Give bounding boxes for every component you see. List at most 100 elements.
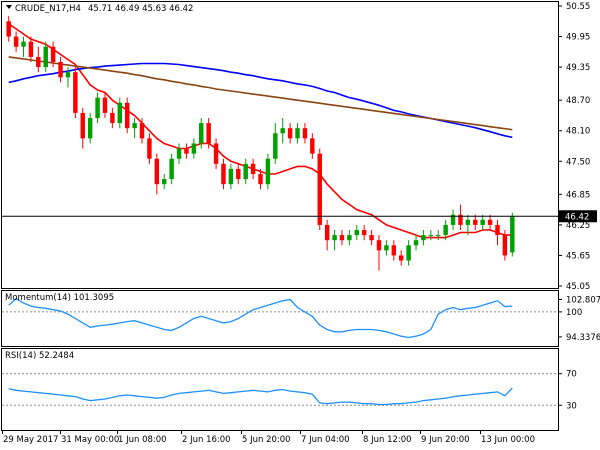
rsi-y-axis: 70 30 (2, 370, 577, 411)
candle (361, 224, 367, 241)
candle-body (495, 224, 500, 236)
candle-body (199, 123, 204, 144)
price-y-axis: 50.55 49.95 49.35 48.70 48.10 47.50 46.85 46.25… (558, 2, 590, 292)
candle-body (73, 72, 78, 113)
candle-body (391, 245, 397, 256)
candle-body (347, 235, 352, 241)
time-tick-label: 2 Jun 16:00 (182, 435, 231, 445)
candle-body (243, 163, 248, 180)
candle (295, 123, 300, 144)
candle (265, 153, 271, 190)
candle (310, 133, 315, 159)
momentum-tick-label: 102.8075 (566, 295, 600, 305)
candle (317, 148, 322, 230)
candle-body (6, 21, 11, 37)
momentum-panel-frame (1, 290, 559, 347)
candle-body (310, 138, 315, 154)
candle (458, 204, 463, 230)
candle-body (176, 148, 182, 159)
candle-body (332, 235, 337, 241)
price-tick-label: 46.25 (566, 221, 590, 231)
price-panel: 50.55 49.95 49.35 48.70 48.10 47.50 46.85 46.25… (1, 1, 597, 292)
candle (50, 41, 56, 68)
candle-body (369, 235, 374, 241)
price-tick-label: 46.85 (566, 190, 590, 200)
candle (176, 143, 182, 164)
candle (258, 168, 263, 190)
price-panel-frame (1, 1, 559, 289)
candle (21, 36, 26, 57)
candle-body (258, 174, 263, 185)
collapse-triangle-icon[interactable] (6, 5, 12, 9)
candle (199, 118, 204, 149)
candle (376, 235, 382, 271)
candle-body (80, 112, 85, 139)
candle (473, 214, 478, 230)
candle (347, 230, 352, 246)
candle-body (162, 179, 167, 185)
time-tick-label: 31 May 00:00 (61, 435, 119, 445)
candle-body (139, 123, 145, 139)
candle-body (376, 240, 382, 251)
candle-body (436, 235, 441, 237)
candle-body (473, 219, 478, 225)
candle-body (191, 143, 197, 154)
candle (391, 240, 397, 261)
candle (6, 16, 11, 42)
price-title: CRUDE_N17,H4 (15, 4, 81, 14)
candle-body (510, 216, 515, 253)
candle-body (21, 41, 26, 47)
candle-body (287, 128, 293, 139)
candle (13, 31, 19, 52)
candle (102, 92, 108, 118)
candle (250, 158, 256, 180)
candle (428, 230, 434, 241)
candle (36, 46, 41, 73)
candle (302, 123, 308, 144)
candle (332, 230, 337, 251)
candle (495, 219, 500, 246)
candle-body (384, 245, 389, 251)
candle-body (213, 143, 219, 164)
candle (228, 163, 234, 190)
time-x-axis: 29 May 2017 31 May 00:001 Jun 08:00 2 Jun … (2, 430, 535, 445)
candle-body (236, 168, 241, 180)
candle-body (450, 214, 456, 225)
candle-body (132, 123, 137, 129)
candle-body (354, 230, 359, 236)
candle-body (36, 56, 41, 68)
candle-body (124, 102, 130, 129)
candle (236, 163, 241, 185)
candle (450, 209, 456, 230)
candle (221, 158, 226, 190)
candle (169, 153, 174, 185)
candle (80, 107, 85, 149)
candle (324, 219, 330, 251)
candle (443, 219, 448, 241)
candle-body (421, 235, 426, 241)
candle-body (487, 219, 493, 225)
rsi-tick-label: 70 (566, 370, 577, 380)
momentum-panel: 102.8075 100 94.3376 Momentum(14) 101.3095 (1, 290, 600, 347)
time-tick-label: 5 Jun 20:00 (242, 435, 291, 445)
candle (184, 143, 189, 159)
candle-body (110, 112, 115, 124)
candle (502, 230, 508, 261)
time-tick-label: 9 Jun 20:00 (421, 435, 470, 445)
candle-body (339, 235, 345, 241)
time-tick-label: 1 Jun 08:00 (118, 435, 167, 445)
candle-body (221, 163, 226, 185)
candle (95, 92, 100, 124)
price-tick-label: 47.50 (566, 157, 590, 167)
candle-body (480, 219, 485, 225)
candle-body (65, 72, 71, 78)
candle-body (95, 97, 100, 118)
rsi-line (8, 387, 513, 406)
candle (287, 123, 293, 144)
candle-body (406, 245, 411, 261)
candle-body (58, 62, 63, 78)
candle (421, 230, 426, 246)
candle (162, 174, 167, 190)
candle (28, 36, 34, 62)
